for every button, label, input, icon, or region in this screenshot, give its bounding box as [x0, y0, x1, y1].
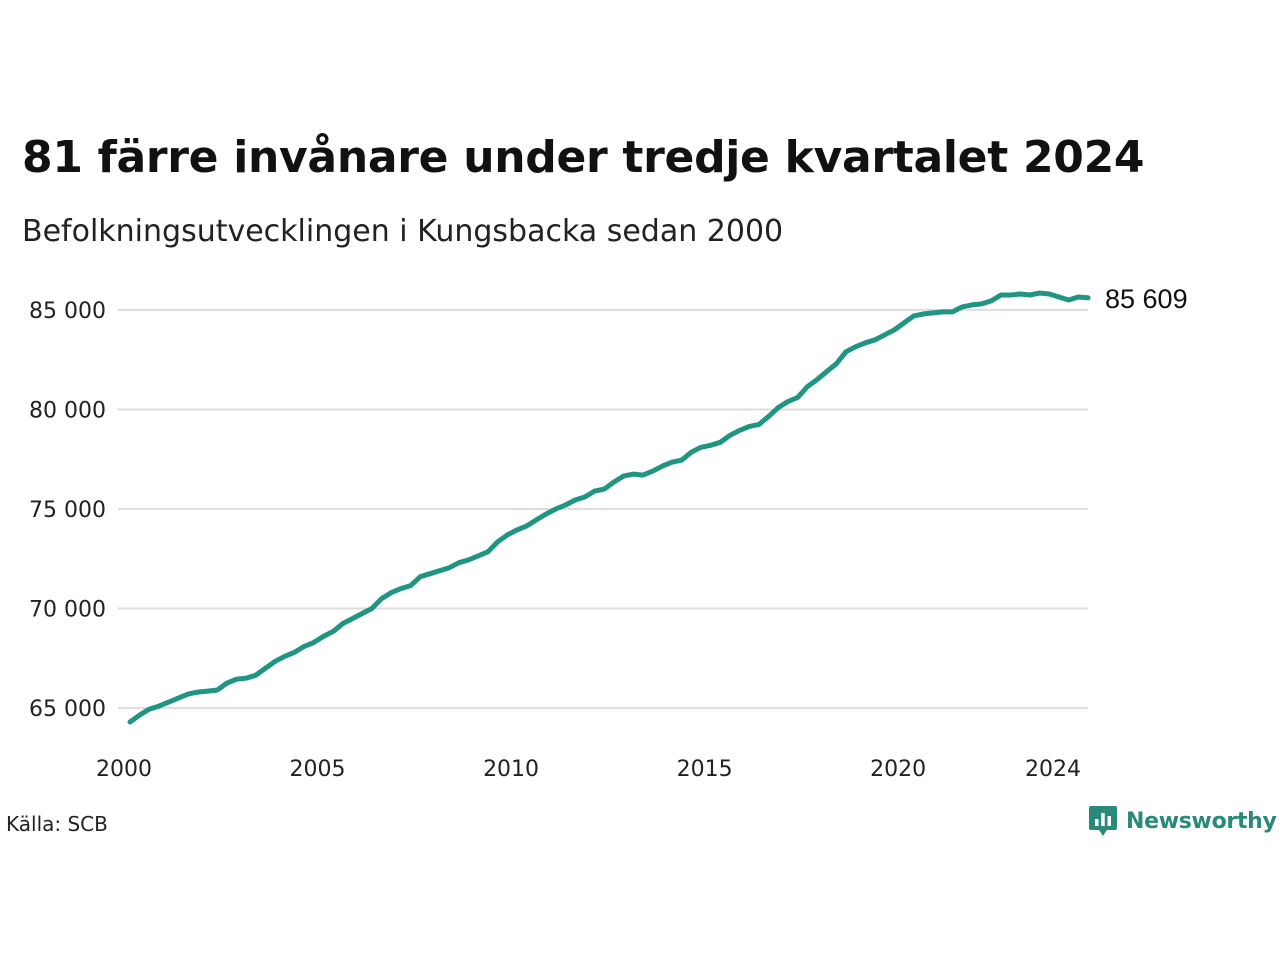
source-note: Källa: SCB: [6, 812, 108, 836]
chart-subtitle: Befolkningsutvecklingen i Kungsbacka sed…: [22, 214, 784, 249]
x-tick-label: 2000: [96, 757, 152, 782]
newsworthy-logo-icon: [1089, 806, 1117, 836]
end-label-layer: 85 609: [1105, 284, 1188, 314]
x-tick-label: 2005: [290, 757, 346, 782]
y-tick-label: 75 000: [29, 498, 106, 523]
series-layer: [127, 290, 1091, 725]
y-tick-label: 65 000: [29, 697, 106, 722]
x-tick-label: 2024: [1025, 757, 1081, 782]
x-axis-ticks: 2000 2005 2010 2015 2020 2024: [96, 757, 1081, 782]
x-tick-label: 2015: [677, 757, 733, 782]
y-tick-label: 80 000: [29, 398, 106, 423]
grid-lines: [118, 308, 1088, 710]
y-axis-ticks: 65 000 70 000 75 000 80 000 85 000: [29, 299, 106, 722]
x-tick-label: 2020: [870, 757, 926, 782]
y-tick-label: 70 000: [29, 598, 106, 623]
brand-name: Newsworthy: [1126, 808, 1277, 834]
newsworthy-logo: Newsworthy: [1088, 804, 1277, 838]
chart-title: 81 färre invånare under tredje kvartalet…: [22, 132, 1145, 183]
end-value-label: 85 609: [1105, 284, 1188, 314]
x-tick-label: 2010: [483, 757, 539, 782]
y-tick-label: 85 000: [29, 299, 106, 324]
population-line: [127, 290, 1091, 725]
